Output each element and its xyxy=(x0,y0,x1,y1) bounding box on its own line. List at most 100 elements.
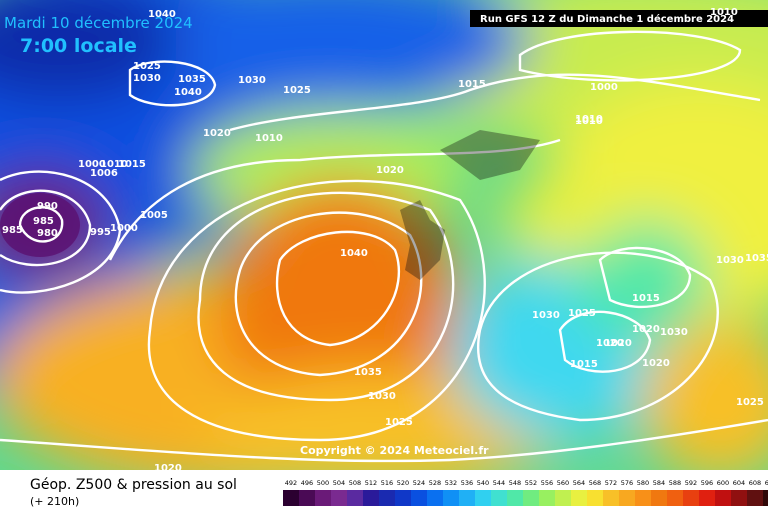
isobar-label: 1010 xyxy=(575,116,603,127)
isobar-label: 1000 xyxy=(590,82,618,93)
isobar-label: 985 xyxy=(33,216,54,227)
isobar-label: 1000 xyxy=(110,223,138,234)
scale-label: 544 xyxy=(493,479,505,487)
isobar-label: 1015 xyxy=(632,293,660,304)
isobar-label: 1040 xyxy=(174,87,202,98)
scale-label: 504 xyxy=(333,479,345,487)
field xyxy=(0,0,768,470)
scale-label: 564 xyxy=(573,479,585,487)
scale-swatch xyxy=(619,490,635,506)
isobar-label: 1006 xyxy=(90,168,118,179)
isobar-label: 1040 xyxy=(340,248,368,259)
scale-swatch xyxy=(731,490,747,506)
scale-label: 584 xyxy=(653,479,665,487)
isobar-label: 1020 xyxy=(376,165,404,176)
isobar-label: 1025 xyxy=(283,85,311,96)
scale-label: 556 xyxy=(541,479,553,487)
isobar-label: 1015 xyxy=(118,159,146,170)
scale-label: 568 xyxy=(589,479,601,487)
isobar-label: 1040 xyxy=(148,9,176,20)
scale-swatch xyxy=(475,490,491,506)
scale-swatch xyxy=(603,490,619,506)
scale-swatch xyxy=(763,490,768,506)
isobar-label: 1025 xyxy=(133,61,161,72)
isobar-label: 995 xyxy=(90,227,111,238)
scale-label: 588 xyxy=(669,479,681,487)
scale-label: 500 xyxy=(317,479,329,487)
scale-label: 496 xyxy=(301,479,313,487)
date: Mardi 10 décembre 2024 xyxy=(4,14,193,32)
scale-label: 520 xyxy=(397,479,409,487)
scale-label: 548 xyxy=(509,479,521,487)
scale-label: 612 xyxy=(765,479,768,487)
isobar-label: 1020 xyxy=(596,338,624,349)
isobar-label: 1030 xyxy=(368,391,396,402)
scale-swatch xyxy=(523,490,539,506)
isobar-label: 1010 xyxy=(255,133,283,144)
isobar-label: 1035 xyxy=(178,74,206,85)
scale-label: 592 xyxy=(685,479,697,487)
run: Run GFS 12 Z du Dimanche 1 décembre 2024 xyxy=(480,13,734,25)
isobar-label: 1030 xyxy=(133,73,161,84)
scale-label: 560 xyxy=(557,479,569,487)
scale-swatch xyxy=(363,490,379,506)
isobar-label: 1030 xyxy=(532,310,560,321)
scale-swatch xyxy=(507,490,523,506)
isobar-label: 1030 xyxy=(716,255,744,266)
scale-swatch xyxy=(683,490,699,506)
isobar-label: 990 xyxy=(37,201,58,212)
scale-swatch xyxy=(459,490,475,506)
scale-swatch xyxy=(379,490,395,506)
scale-swatch xyxy=(283,490,299,506)
isobar-label: 1030 xyxy=(660,327,688,338)
scale-label: 552 xyxy=(525,479,537,487)
scale-swatch xyxy=(347,490,363,506)
scale-label: 516 xyxy=(381,479,393,487)
scale-label: 600 xyxy=(717,479,729,487)
scale-swatch xyxy=(331,490,347,506)
scale-label: 512 xyxy=(365,479,377,487)
scale-label: 532 xyxy=(445,479,457,487)
scale-label: 576 xyxy=(621,479,633,487)
isobar-label: 1010 xyxy=(710,7,738,18)
isobar-label: 1020 xyxy=(154,463,182,474)
scale-label: 492 xyxy=(285,479,297,487)
run-box xyxy=(470,10,768,27)
scale-label: 528 xyxy=(429,479,441,487)
isobar-label: 1015 xyxy=(458,79,486,90)
scale-swatch xyxy=(699,490,715,506)
isobar-label: 1035 xyxy=(745,253,768,264)
lead-time: (+ 210h) xyxy=(30,495,79,508)
scale-swatch xyxy=(315,490,331,506)
isobar-label: 1020 xyxy=(642,358,670,369)
isobar-label: 1025 xyxy=(385,417,413,428)
scale-label: 508 xyxy=(349,479,361,487)
isobar-label: 1010 xyxy=(575,114,603,125)
isobar-label: 985 xyxy=(2,225,23,236)
isobar-label: 1020 xyxy=(604,338,632,349)
scale-swatch xyxy=(427,490,443,506)
scale-swatch xyxy=(651,490,667,506)
scale-label: 524 xyxy=(413,479,425,487)
scale-label: 536 xyxy=(461,479,473,487)
footer-title: Géop. Z500 & pression au sol xyxy=(30,477,237,493)
isobar-label: 1025 xyxy=(568,308,596,319)
scale-swatch xyxy=(635,490,651,506)
isobar-label: 1015 xyxy=(570,359,598,370)
scale-swatch xyxy=(571,490,587,506)
time: 7:00 locale xyxy=(20,35,137,57)
scale-label: 540 xyxy=(477,479,489,487)
isobar-label: 1010 xyxy=(100,159,128,170)
scale-label: 596 xyxy=(701,479,713,487)
scale-swatch xyxy=(555,490,571,506)
scale-swatch xyxy=(667,490,683,506)
scale-swatch xyxy=(443,490,459,506)
scale-swatch xyxy=(411,490,427,506)
scale-label: 580 xyxy=(637,479,649,487)
scale-swatch xyxy=(491,490,507,506)
isobar-label: 1020 xyxy=(632,324,660,335)
isobar-label: 1005 xyxy=(140,210,168,221)
scale-label: 604 xyxy=(733,479,745,487)
scale-swatch xyxy=(747,490,763,506)
